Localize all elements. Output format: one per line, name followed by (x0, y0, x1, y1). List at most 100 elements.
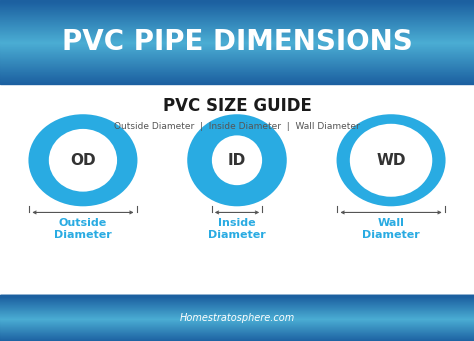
Bar (0, 48, 474, 49)
Bar (0, 7, 474, 8)
Bar (0, 69, 474, 70)
Bar (0, 1, 474, 2)
Bar (0, 78, 474, 79)
Bar (0, 46, 474, 47)
Bar (0, 17, 474, 18)
Ellipse shape (28, 114, 137, 206)
Bar (0, 82, 474, 83)
Bar (0, 29, 474, 30)
Bar (0, 6, 474, 7)
Text: Wall
Diameter: Wall Diameter (362, 218, 420, 240)
Bar (0, 11, 474, 12)
Bar (0, 67, 474, 68)
Bar (0, 49, 474, 50)
Bar (0, 38, 474, 39)
Bar (0, 19, 474, 20)
Ellipse shape (49, 129, 117, 192)
Bar (0, 73, 474, 74)
Bar (0, 0, 474, 1)
Bar (0, 28, 474, 29)
Bar (0, 58, 474, 59)
Bar (0, 52, 474, 53)
Bar (0, 45, 474, 46)
Bar (0, 2, 474, 3)
Ellipse shape (187, 114, 287, 206)
Bar (0, 43, 474, 44)
Bar (0, 32, 474, 33)
Bar (0, 23, 474, 24)
Bar (0, 70, 474, 71)
Bar (0, 18, 474, 19)
Bar (0, 74, 474, 75)
Text: PVC PIPE DIMENSIONS: PVC PIPE DIMENSIONS (62, 28, 412, 56)
Bar (0, 31, 474, 32)
Bar (0, 21, 474, 22)
Text: Outside Diameter  |  Inside Diameter  |  Wall Diameter: Outside Diameter | Inside Diameter | Wal… (114, 122, 360, 131)
Bar (0, 36, 474, 37)
Bar (0, 64, 474, 65)
Bar (0, 81, 474, 82)
Ellipse shape (212, 135, 262, 185)
Bar (0, 63, 474, 64)
Bar (0, 44, 474, 45)
Bar (0, 77, 474, 78)
Bar (0, 37, 474, 38)
Bar (0, 9, 474, 10)
Bar (0, 8, 474, 9)
Bar (0, 15, 474, 16)
Bar (0, 62, 474, 63)
Bar (0, 22, 474, 23)
Bar (0, 83, 474, 84)
Bar (0, 79, 474, 80)
Bar (0, 4, 474, 5)
Text: WD: WD (376, 153, 406, 168)
Bar (0, 59, 474, 60)
Bar (0, 72, 474, 73)
Bar (0, 3, 474, 4)
Text: ID: ID (228, 153, 246, 168)
Bar (0, 65, 474, 66)
Text: PVC SIZE GUIDE: PVC SIZE GUIDE (163, 97, 311, 115)
Bar (0, 33, 474, 34)
Bar (0, 30, 474, 31)
Bar (0, 57, 474, 58)
Bar (0, 42, 474, 43)
Bar (0, 5, 474, 6)
Bar (0, 14, 474, 15)
Bar (0, 20, 474, 21)
Bar (0, 53, 474, 54)
Bar (0, 60, 474, 61)
Bar (0, 27, 474, 28)
Bar (0, 16, 474, 17)
Bar (0, 39, 474, 40)
Bar (0, 51, 474, 52)
Bar (0, 34, 474, 35)
Bar (0, 75, 474, 76)
Bar (0, 54, 474, 55)
Text: OD: OD (70, 153, 96, 168)
Bar (0, 56, 474, 57)
Bar (0, 80, 474, 81)
Bar (0, 66, 474, 67)
Bar (0, 50, 474, 51)
Bar (0, 47, 474, 48)
Bar (0, 76, 474, 77)
Bar (0, 41, 474, 42)
Bar (0, 35, 474, 36)
Bar (0, 13, 474, 14)
Bar (0, 61, 474, 62)
Bar (0, 68, 474, 69)
Bar (0, 12, 474, 13)
Bar (0, 55, 474, 56)
Bar (0, 40, 474, 41)
Bar (0, 10, 474, 11)
Bar (0, 25, 474, 26)
Text: Outside
Diameter: Outside Diameter (54, 218, 112, 240)
Text: Inside
Diameter: Inside Diameter (208, 218, 266, 240)
Text: Homestratosphere.com: Homestratosphere.com (179, 313, 295, 323)
Ellipse shape (350, 124, 432, 197)
Bar (0, 71, 474, 72)
Ellipse shape (337, 114, 446, 206)
Bar (0, 84, 474, 295)
Bar (0, 26, 474, 27)
